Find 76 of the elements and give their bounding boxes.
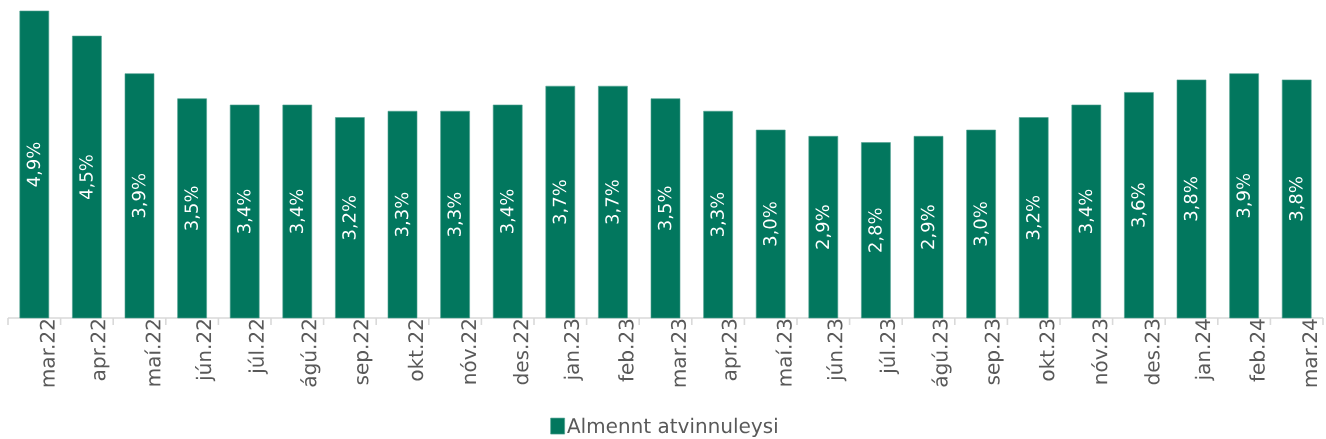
x-tick-label: jan.24 bbox=[1194, 319, 1215, 381]
data-label: 4,9% bbox=[26, 142, 43, 187]
data-label: 3,9% bbox=[1236, 173, 1252, 218]
bar bbox=[1124, 92, 1154, 319]
data-label: 3,3% bbox=[394, 192, 411, 237]
data-label: 3,4% bbox=[236, 189, 253, 233]
data-label: 3,9% bbox=[131, 173, 148, 218]
x-tick-label: jan.23 bbox=[563, 319, 583, 381]
bar bbox=[703, 110, 733, 319]
x-tick-label: mar.24 bbox=[1302, 319, 1318, 387]
data-label: 3,4% bbox=[499, 189, 516, 233]
data-label: 3,5% bbox=[184, 186, 200, 230]
x-tick-label: feb.23 bbox=[618, 319, 634, 382]
bar bbox=[1281, 79, 1312, 319]
bar bbox=[913, 136, 944, 319]
bar bbox=[124, 73, 155, 319]
bar bbox=[335, 117, 365, 319]
x-tick-label: sep.23 bbox=[984, 319, 1004, 385]
bar bbox=[1018, 117, 1049, 319]
data-label: 3,5% bbox=[657, 186, 674, 230]
bar bbox=[387, 110, 418, 319]
data-label: 3,8% bbox=[1288, 177, 1305, 221]
x-tick-label: ágú.23 bbox=[931, 319, 952, 387]
bar bbox=[598, 85, 628, 319]
data-label: 3,6% bbox=[1131, 183, 1147, 227]
bar bbox=[177, 98, 207, 319]
x-tick-label: júl.23 bbox=[878, 319, 899, 375]
data-label: 3,7% bbox=[552, 180, 569, 224]
bar bbox=[650, 98, 681, 319]
x-tick-label: apr.22 bbox=[90, 320, 110, 381]
bar bbox=[19, 10, 50, 319]
data-label: 2,9% bbox=[815, 205, 832, 249]
x-tick-label: okt.22 bbox=[407, 320, 424, 381]
data-label: 3,2% bbox=[342, 195, 358, 240]
x-tick-label: mar.23 bbox=[670, 319, 687, 387]
data-label: 3,0% bbox=[973, 202, 989, 246]
x-tick-label: feb.24 bbox=[1249, 319, 1265, 382]
bar bbox=[72, 35, 102, 319]
bar bbox=[492, 104, 523, 319]
x-tick-label: júl.22 bbox=[247, 320, 268, 375]
x-tick-label: apr.23 bbox=[721, 319, 741, 381]
x-tick-label: nóv.23 bbox=[1091, 319, 1108, 384]
data-label: 3,3% bbox=[710, 192, 726, 237]
x-tick-label: maí.23 bbox=[775, 319, 792, 386]
bar bbox=[966, 129, 996, 319]
bar bbox=[808, 136, 839, 319]
bar bbox=[861, 142, 891, 319]
data-label: 4,5% bbox=[79, 155, 95, 200]
data-label: 3,4% bbox=[289, 189, 306, 233]
data-label: 2,8% bbox=[868, 208, 884, 252]
bar bbox=[1071, 104, 1102, 319]
x-tick-label: maí.22 bbox=[144, 320, 161, 386]
x-tick-label: ágú.22 bbox=[300, 320, 321, 387]
x-tick-label: nóv.22 bbox=[459, 320, 477, 384]
bar bbox=[755, 129, 786, 319]
data-label: 2,9% bbox=[920, 205, 937, 249]
x-tick-label: mar.22 bbox=[39, 320, 55, 387]
x-tick-label: jún.22 bbox=[195, 320, 216, 382]
x-tick-label: des.23 bbox=[1144, 319, 1160, 385]
bar bbox=[440, 110, 470, 319]
bar bbox=[1229, 73, 1259, 319]
bar bbox=[545, 85, 576, 319]
x-tick-label: okt.23 bbox=[1038, 319, 1055, 381]
data-label: 3,4% bbox=[1078, 189, 1095, 233]
data-label: 3,7% bbox=[605, 180, 621, 224]
bar bbox=[1176, 79, 1207, 319]
legend-label: Almennt atvinnuleysi bbox=[567, 417, 777, 438]
data-label: 3,0% bbox=[762, 202, 779, 246]
data-label: 3,3% bbox=[447, 192, 463, 237]
data-label: 3,2% bbox=[1025, 195, 1042, 240]
bar bbox=[282, 104, 313, 319]
x-tick-label: sep.22 bbox=[353, 320, 373, 385]
data-label: 3,8% bbox=[1183, 177, 1200, 221]
x-tick-label: jún.23 bbox=[826, 319, 847, 382]
bar bbox=[229, 104, 260, 319]
x-tick-label: des.22 bbox=[512, 320, 529, 385]
